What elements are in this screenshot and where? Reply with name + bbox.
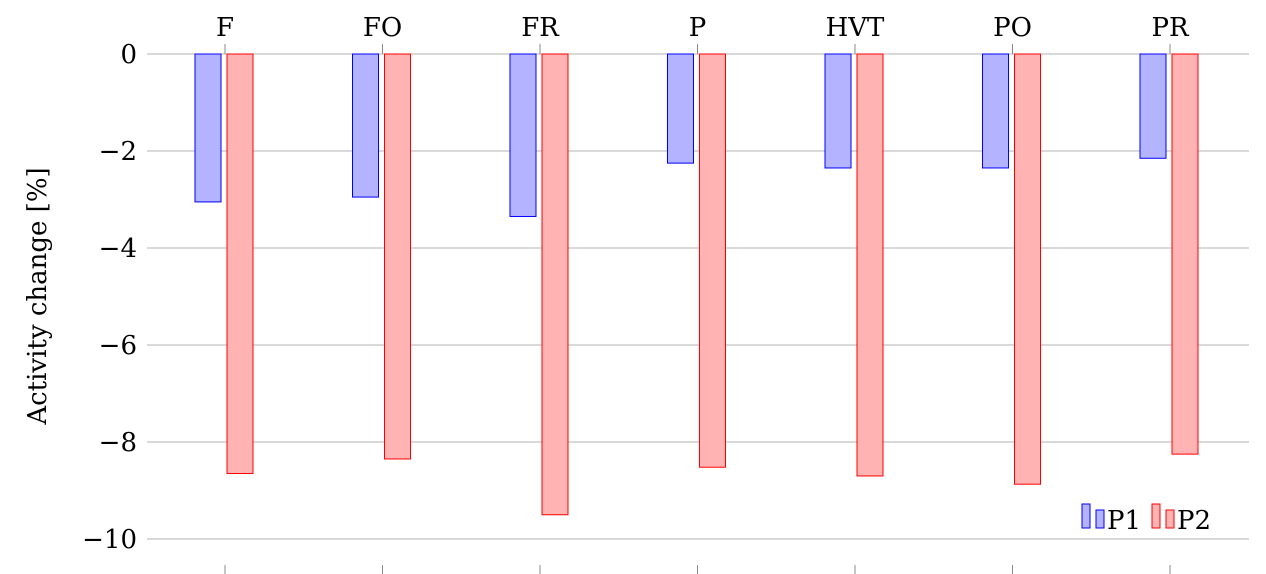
bar-p2 — [541, 53, 569, 516]
legend-swatch — [1081, 503, 1091, 529]
category-label: FR — [521, 13, 560, 43]
y-axis-title: Activity change [%] — [23, 167, 53, 425]
bar-p1 — [509, 53, 537, 217]
category-labels: F FO FR P HVT PO PR — [216, 13, 1190, 43]
y-tick-label: −10 — [82, 525, 137, 555]
bar-p1 — [1139, 53, 1167, 159]
axis-ticks — [224, 44, 1171, 574]
legend: P1 P2 — [1081, 503, 1211, 536]
category-label: HVT — [826, 13, 885, 43]
bar-p2 — [1171, 53, 1199, 455]
y-tick-label: −4 — [99, 234, 137, 264]
bar-p1 — [667, 53, 694, 164]
y-tick-labels: 0 −2 −4 −6 −8 −10 — [82, 40, 137, 555]
legend-swatch — [1095, 509, 1105, 529]
y-tick-label: −8 — [99, 428, 137, 458]
legend-swatch — [1151, 503, 1161, 529]
bars — [194, 53, 1199, 516]
bar-p2 — [384, 53, 411, 460]
bar-p2 — [1014, 53, 1041, 485]
y-tick-label: −2 — [99, 137, 137, 167]
legend-label: P1 — [1107, 506, 1141, 536]
bar-p1 — [194, 53, 222, 203]
legend-item: P1 — [1081, 503, 1141, 536]
legend-item: P2 — [1151, 503, 1211, 536]
bar-p2 — [699, 53, 726, 468]
y-tick-label: −6 — [99, 331, 137, 361]
bar-p1 — [982, 53, 1009, 169]
bar-p2 — [856, 53, 884, 477]
y-tick-label: 0 — [120, 40, 137, 70]
category-label: P — [689, 13, 707, 43]
bar-p1 — [824, 53, 852, 169]
category-label: FO — [363, 13, 402, 43]
category-label: PR — [1151, 13, 1189, 43]
bar-p2 — [226, 53, 254, 475]
bar-p1 — [352, 53, 379, 198]
legend-label: P2 — [1177, 506, 1211, 536]
grid-lines — [147, 53, 1249, 540]
category-label: PO — [993, 13, 1032, 43]
legend-swatch — [1165, 509, 1175, 529]
category-label: F — [216, 13, 234, 43]
